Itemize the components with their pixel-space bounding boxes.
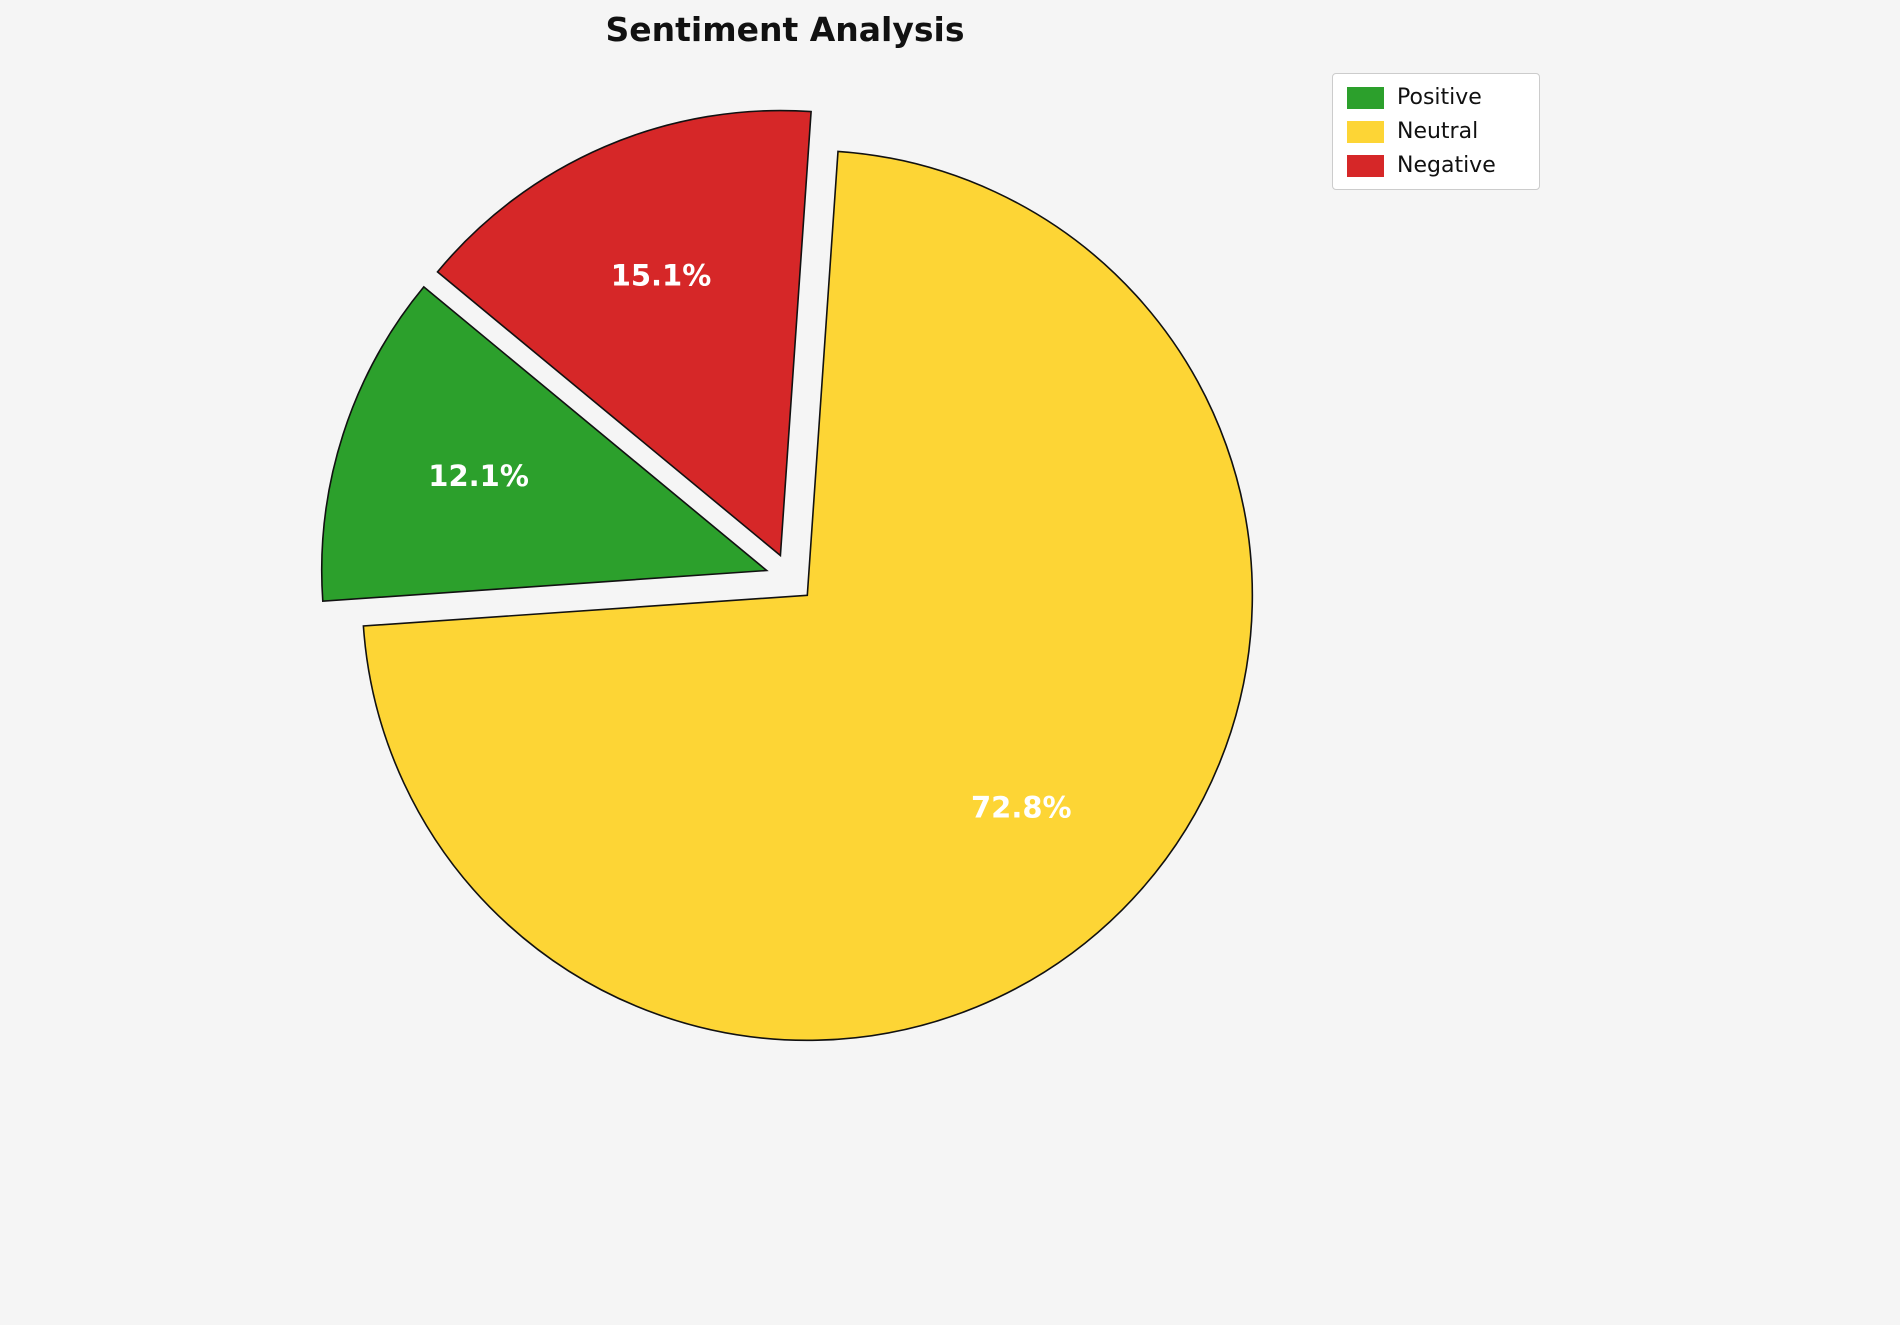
- legend-label-negative: Negative: [1397, 153, 1496, 178]
- pie-slice-positive: [320, 285, 769, 603]
- legend-item-negative: Negative: [1347, 153, 1525, 178]
- slice-label-negative: 15.1%: [611, 258, 712, 292]
- legend-swatch-negative: [1347, 154, 1384, 177]
- legend-label-positive: Positive: [1397, 85, 1482, 110]
- legend-swatch-neutral: [1347, 120, 1384, 143]
- pie-slice-neutral: [362, 150, 1254, 1042]
- slice-label-positive: 12.1%: [428, 459, 529, 493]
- legend-item-neutral: Neutral: [1347, 119, 1525, 144]
- pie-slice-negative: [436, 109, 812, 558]
- slice-label-neutral: 72.8%: [971, 790, 1072, 824]
- legend-item-positive: Positive: [1347, 85, 1525, 110]
- chart-title: Sentiment Analysis: [605, 10, 965, 49]
- legend-label-neutral: Neutral: [1397, 119, 1479, 144]
- legend: Positive Neutral Negative: [1332, 73, 1540, 190]
- legend-swatch-positive: [1347, 86, 1384, 109]
